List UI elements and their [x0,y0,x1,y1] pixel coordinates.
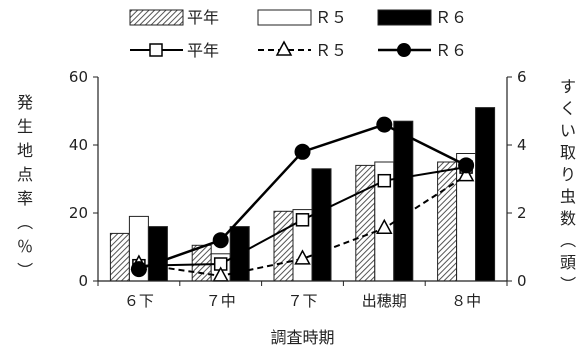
left-axis-label: 点 [17,165,33,184]
legend-triangle-marker [275,40,293,56]
right-axis-label: い [560,121,576,140]
right-axis-label: 頭 [560,253,576,272]
marker-2-1 [212,232,229,249]
right-axis-label: す [560,77,576,96]
bar-0-3 [355,164,376,282]
x-tick-label: ６下 [124,292,154,310]
right-axis-label: 数 [560,209,576,228]
legend-bar-label: Ｒ５ [315,8,347,27]
left-axis-label: 率 [17,189,33,208]
legend-line-label: Ｒ５ [315,41,347,60]
x-axis-label: 調査時期 [270,328,334,347]
bar-2-0 [147,226,168,282]
marker-2-2 [294,143,311,160]
bar-0-1 [191,244,212,282]
bar-0-0 [109,232,130,282]
x-tick-label: ８中 [451,292,481,310]
bar-2-2 [311,168,332,282]
marker-0-3 [377,173,392,188]
legend-bar-label: Ｒ６ [435,8,467,27]
bar-2-4 [475,107,496,282]
left-tick-label: 0 [78,272,88,290]
legend-line-label: Ｒ６ [435,41,467,60]
right-tick-label: 4 [517,136,527,154]
x-tick-label: ７中 [206,292,236,310]
bar-2-3 [393,120,414,282]
legend-bar-swatch [377,9,432,26]
line-1 [138,174,467,277]
marker-2-4 [458,157,475,174]
left-tick-label: 40 [69,136,88,154]
legend-bar-swatch [129,9,184,26]
right-tick-label: 6 [517,68,527,86]
bar-0-2 [273,210,294,282]
right-axis-label: ） [558,276,577,292]
legend-square-marker [149,43,163,57]
marker-1-3 [376,218,393,235]
left-tick-label: 60 [69,68,88,86]
legend-circle-marker [397,43,411,57]
left-axis-label: （ [15,214,34,230]
marker-1-2 [294,249,311,265]
left-axis-label: ） [15,262,34,278]
left-axis-label: 地 [17,141,33,160]
left-axis-label: 生 [17,117,33,136]
bar-0-4 [437,161,458,282]
marker-0-2 [295,213,310,227]
right-axis-label: 虫 [560,187,576,206]
right-axis-label: く [560,99,576,118]
legend-bar-label: 平年 [187,8,219,27]
marker-1-4 [457,166,475,182]
marker-2-0 [130,261,147,278]
right-axis-label: （ [558,232,577,248]
legend-line-label: 平年 [187,41,219,60]
right-tick-label: 0 [517,272,527,290]
marker-2-3 [376,116,393,133]
plot-area [109,107,496,282]
legend: 平年 Ｒ５ Ｒ６ 平年 Ｒ５ Ｒ６ [129,8,467,60]
right-axis-label: り [560,165,576,184]
right-axis-label: 取 [560,143,576,162]
left-axis-label: ％ [17,237,33,256]
x-tick-label: ７下 [287,292,317,310]
right-tick-label: 2 [517,204,527,222]
legend-bar-swatch [257,9,312,26]
x-tick-label: 出穂期 [362,292,407,310]
left-axis-label: 発 [17,93,33,112]
left-tick-label: 20 [69,204,88,222]
